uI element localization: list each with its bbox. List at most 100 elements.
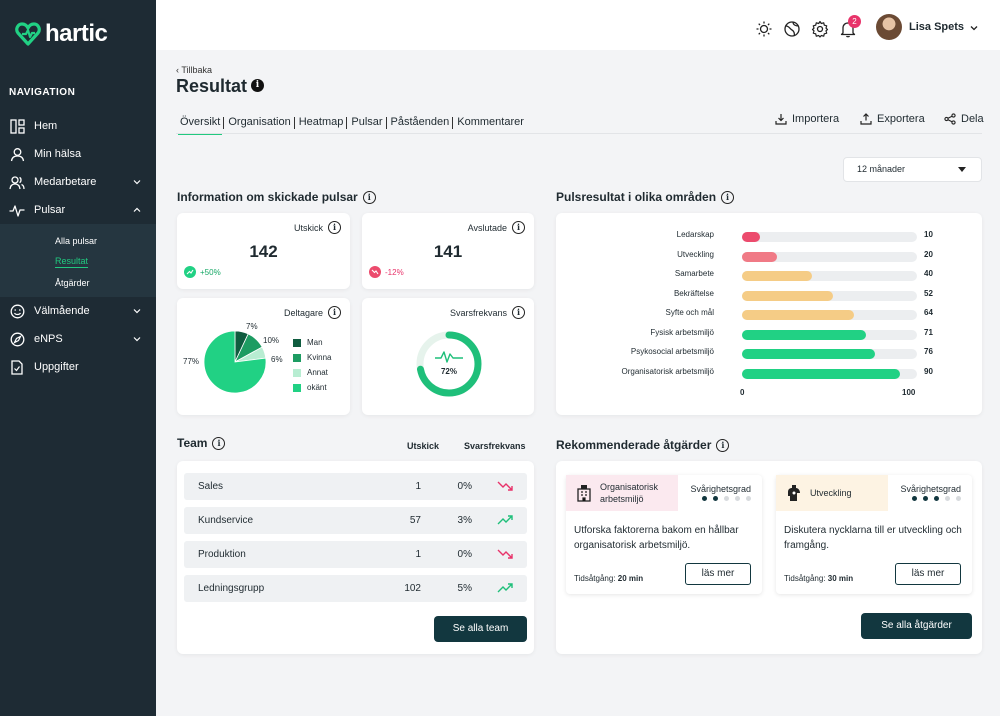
read-more-button[interactable]: läs mer — [685, 563, 751, 585]
kpi-label: Avslutade i — [468, 221, 525, 234]
bar-label: Organisatorisk arbetsmiljö — [621, 366, 714, 376]
logo[interactable]: hartic — [15, 20, 108, 48]
kpi-label: Deltagare i — [284, 306, 341, 319]
bar-row: Samarbete 40 — [556, 269, 976, 281]
tabs-divider — [176, 133, 982, 134]
axis-max-label: 100 — [902, 388, 916, 397]
info-icon[interactable]: i — [716, 438, 730, 452]
bar-value: 40 — [924, 269, 933, 278]
tab-pastaenden[interactable]: Påståenden — [385, 116, 454, 129]
subnav-item-alla-pulsar[interactable]: Alla pulsar — [0, 230, 156, 251]
table-row[interactable]: Sales 1 0% — [184, 473, 527, 500]
subnav-item-atgarder[interactable]: Åtgärder — [0, 272, 156, 293]
tab-organisation[interactable]: Organisation — [223, 116, 294, 129]
nav-item-uppgifter[interactable]: Uppgifter — [0, 353, 156, 381]
back-link[interactable]: ‹ Tillbaka — [176, 65, 213, 75]
bar-label: Syfte och mål — [665, 308, 714, 317]
tab-bar: Översikt Organisation Heatmap Pulsar Pås… — [176, 116, 528, 135]
chevron-down-icon[interactable] — [132, 177, 142, 187]
recommendation-card[interactable]: Utveckling Svårighetsgrad Diskutera nyck… — [776, 475, 972, 594]
recommendation-desc: Utforska faktorerna bakom en hållbar org… — [574, 525, 739, 551]
chevron-down-icon[interactable] — [132, 334, 142, 344]
kpi-label-text: Deltagare — [283, 307, 323, 318]
recommendation-desc: Diskutera nycklarna till er utveckling o… — [784, 525, 962, 551]
section-title-text: Team — [177, 436, 208, 450]
nav-item-medarbetare[interactable]: Medarbetare — [0, 168, 156, 196]
trend-down-icon — [369, 266, 381, 278]
import-label: Importera — [792, 113, 840, 125]
bar-row: Psykosocial arbetsmiljö 76 — [556, 347, 976, 359]
table-row[interactable]: Kundservice 57 3% — [184, 507, 527, 534]
bar-row: Fysisk arbetsmiljö 71 — [556, 328, 976, 340]
kpi-trend: -12% — [369, 266, 404, 278]
difficulty-dot — [956, 496, 961, 501]
share-label: Dela — [961, 113, 984, 125]
nav-label: Uppgifter — [34, 361, 79, 373]
bar-fill — [742, 329, 867, 340]
kpi-label-text: Avslutade — [467, 222, 507, 233]
recommendation-card[interactable]: Organisatorisk arbetsmiljö Svårighetsgra… — [566, 475, 762, 594]
chevron-down-icon[interactable] — [969, 23, 979, 33]
chevron-up-icon[interactable] — [132, 205, 142, 215]
tab-pulsar[interactable]: Pulsar — [346, 116, 386, 129]
section-title-text: Information om skickade pulsar — [177, 190, 358, 204]
recommendation-time: Tidsåtgång: 30 min — [784, 574, 853, 583]
bar-value: 10 — [924, 230, 933, 239]
import-button[interactable]: Importera — [775, 113, 839, 125]
info-icon[interactable]: i — [328, 306, 341, 319]
sun-icon[interactable] — [755, 20, 773, 38]
recommendation-tag: Organisatorisk arbetsmiljö — [566, 475, 678, 511]
info-icon[interactable]: i — [721, 190, 735, 204]
kpi-label: Utskick i — [294, 221, 341, 234]
section-title-text: Pulsresultat i olika områden — [556, 190, 717, 204]
avatar[interactable] — [876, 14, 902, 40]
team-name: Sales — [198, 481, 224, 492]
legend-label: okänt — [307, 383, 327, 392]
info-icon[interactable]: i — [362, 190, 376, 204]
table-row[interactable]: Ledningsgrupp 102 5% — [184, 575, 527, 602]
see-all-actions-button[interactable]: Se alla åtgärder — [861, 613, 972, 639]
subnav-item-resultat[interactable]: Resultat — [0, 251, 156, 272]
difficulty-dot — [934, 496, 939, 501]
table-row[interactable]: Produktion 1 0% — [184, 541, 527, 568]
export-button[interactable]: Exportera — [860, 113, 925, 125]
tab-kommentarer[interactable]: Kommentarer — [452, 116, 528, 129]
bar-fill — [742, 310, 854, 320]
read-more-button[interactable]: läs mer — [895, 563, 961, 585]
info-icon[interactable]: i — [328, 221, 341, 234]
bar-label: Bekräftelse — [673, 288, 714, 298]
kpi-label: Svarsfrekvans i — [450, 306, 525, 319]
team-rate: 0% — [457, 481, 472, 492]
tab-oversikt[interactable]: Översikt — [176, 116, 224, 135]
gauge-value: 72% — [440, 367, 457, 376]
globe-icon[interactable] — [783, 20, 801, 38]
nav-item-hem[interactable]: Hem — [0, 112, 156, 140]
difficulty-dots — [702, 496, 751, 501]
kpi-label-text: Utskick — [294, 222, 323, 233]
share-button[interactable]: Dela — [944, 113, 984, 125]
nav-item-enps[interactable]: eNPS — [0, 325, 156, 353]
pie-label-annat: 6% — [271, 355, 283, 364]
see-all-teams-button[interactable]: Se alla team — [434, 616, 527, 642]
nav-item-pulsar[interactable]: Pulsar — [0, 196, 156, 224]
period-select[interactable]: 12 månader — [843, 157, 982, 182]
info-icon[interactable]: i — [251, 79, 264, 92]
nav-item-valmaende[interactable]: Välmående — [0, 297, 156, 325]
info-icon[interactable]: i — [212, 436, 226, 450]
bar-fill — [742, 232, 760, 242]
user-name[interactable]: Lisa Spets — [909, 21, 965, 33]
difficulty-label: Svårighetsgrad — [690, 484, 751, 494]
tab-heatmap[interactable]: Heatmap — [293, 116, 348, 129]
legend-label: Annat — [307, 368, 328, 377]
caret-down-icon — [958, 167, 966, 172]
chevron-down-icon[interactable] — [132, 306, 142, 316]
gear-icon[interactable] — [811, 20, 829, 38]
legend-swatch — [293, 383, 301, 392]
difficulty-dot — [713, 496, 718, 501]
nav-item-min-halsa[interactable]: Min hälsa — [0, 140, 156, 168]
response-rate-card: Svarsfrekvans i 72% — [362, 298, 534, 415]
bar-row: Ledarskap 10 — [556, 230, 976, 242]
compass-icon — [9, 331, 25, 347]
info-icon[interactable]: i — [512, 221, 525, 234]
info-icon[interactable]: i — [512, 306, 525, 319]
